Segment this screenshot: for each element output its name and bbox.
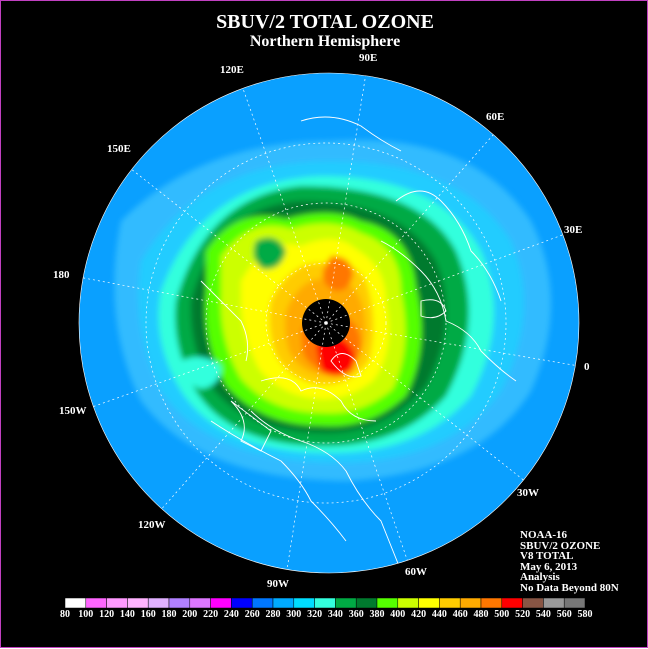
ozone-field <box>79 73 579 573</box>
legend-tick-label: 540 <box>535 609 551 620</box>
legend-swatch <box>522 598 544 608</box>
legend-swatch <box>65 598 87 608</box>
legend-swatch <box>314 598 336 608</box>
legend-tick-label: 220 <box>203 609 219 620</box>
lon-label-30w: 30W <box>517 487 539 499</box>
lon-label-30e: 30E <box>564 224 583 236</box>
info-date: May 6, 2013 <box>520 560 578 573</box>
lon-label-120w: 120W <box>138 519 166 531</box>
legend-tick-label: 560 <box>556 609 572 620</box>
legend-swatch <box>189 598 211 608</box>
color-legend <box>65 598 585 608</box>
legend-tick-label: 180 <box>161 609 177 620</box>
legend-tick-label: 240 <box>223 609 239 620</box>
coastlines <box>200 116 517 572</box>
legend-tick-label: 460 <box>452 609 468 620</box>
lon-label-90e: 90E <box>359 52 378 64</box>
legend-tick-label: 140 <box>119 609 135 620</box>
legend-tick-label: 200 <box>182 609 198 620</box>
lon-label-90w: 90W <box>267 578 289 590</box>
legend-tick-label: 400 <box>390 609 406 620</box>
legend-tick-label: 500 <box>494 609 510 620</box>
legend-swatch <box>376 598 399 608</box>
lon-label-0: 0 <box>584 361 590 373</box>
legend-tick-label: 580 <box>577 609 593 620</box>
legend-tick-label: 380 <box>369 609 385 620</box>
info-satellite: NOAA-16 <box>520 529 568 541</box>
legend-swatch <box>210 598 232 608</box>
lon-label-180: 180 <box>53 269 70 281</box>
legend-tick-label: 420 <box>411 609 427 620</box>
legend-tick-label: 340 <box>327 609 343 620</box>
legend-swatch <box>501 598 523 608</box>
legend-tick-label: 160 <box>140 609 156 620</box>
legend-tick-label: 260 <box>244 609 260 620</box>
legend-swatch <box>543 598 565 608</box>
legend-swatch <box>480 598 503 608</box>
lon-label-150e: 150E <box>107 143 131 155</box>
lon-label-60e: 60E <box>486 111 505 123</box>
legend-tick-label: 440 <box>431 609 447 620</box>
legend-swatch <box>563 598 585 608</box>
legend-swatch <box>459 598 482 608</box>
legend-tick-label: 120 <box>99 609 115 620</box>
legend-tick-label: 280 <box>265 609 281 620</box>
graticule <box>79 73 579 573</box>
legend-swatch <box>85 598 107 608</box>
lon-label-120e: 120E <box>220 64 244 76</box>
legend-tick-label: 480 <box>473 609 489 620</box>
legend-swatch <box>168 598 191 608</box>
legend-swatch <box>355 598 378 608</box>
info-type: Analysis <box>520 571 560 583</box>
legend-swatch <box>106 598 128 608</box>
map-title: SBUV/2 TOTAL OZONE <box>216 11 434 33</box>
legend-swatch <box>293 598 315 608</box>
info-block: NOAA-16 SBUV/2 OZONE V8 TOTAL May 6, 201… <box>520 530 619 593</box>
info-product: SBUV/2 OZONE <box>520 539 601 552</box>
legend-tick-label: 300 <box>286 609 302 620</box>
info-note: No Data Beyond 80N <box>520 581 619 594</box>
legend-tick-labels: 80 100 120 140 160 180 200 220 240 260 280 300 320 34… <box>1 609 648 623</box>
legend-tick-label: 320 <box>307 609 323 620</box>
map-subtitle: Northern Hemisphere <box>249 33 401 50</box>
legend-swatch <box>147 598 170 608</box>
legend-swatch <box>335 598 357 608</box>
lon-label-150w: 150W <box>59 405 87 417</box>
legend-swatch <box>231 598 253 608</box>
legend-swatch <box>127 598 149 608</box>
legend-tick-label: 360 <box>348 609 364 620</box>
info-version: V8 TOTAL <box>520 550 574 562</box>
legend-swatch <box>251 598 274 608</box>
legend-tick-label: 80 <box>60 609 70 620</box>
legend-tick-label: 520 <box>515 609 531 620</box>
legend-tick-label: 100 <box>78 609 94 620</box>
legend-swatch <box>418 598 440 608</box>
legend-swatch <box>397 598 419 608</box>
legend-swatch <box>272 598 295 608</box>
lon-label-60w: 60W <box>405 566 427 578</box>
legend-swatch <box>439 598 461 608</box>
